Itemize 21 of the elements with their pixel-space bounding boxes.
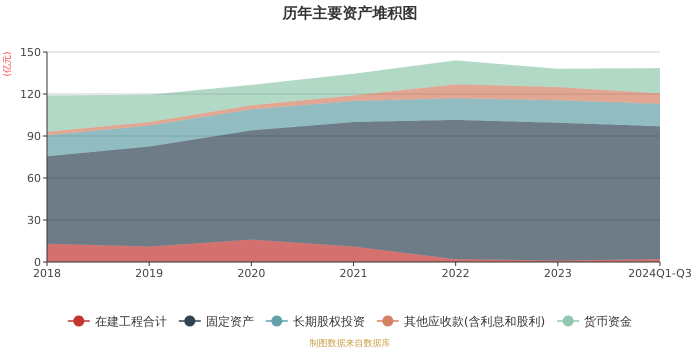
y-tick-label: 60: [27, 172, 41, 185]
y-tick-label: 90: [27, 130, 41, 143]
x-tick-label: 2020: [237, 267, 266, 280]
x-tick-label: 2019: [135, 267, 164, 280]
y-tick-label: 0: [34, 256, 41, 269]
chart-title: 历年主要资产堆积图: [282, 4, 418, 22]
legend-label: 固定资产: [206, 314, 254, 328]
text: 制图数据来自数据库: [310, 338, 390, 349]
y-tick-label: 120: [20, 88, 41, 101]
x-tick-label: 2024Q1-Q3: [628, 267, 692, 280]
y-tick-label: 150: [20, 46, 41, 59]
legend-label: 在建工程合计: [94, 314, 167, 328]
x-tick-label: 2022: [442, 267, 470, 280]
legend-label: 长期股权投资: [292, 314, 365, 328]
y-tick-label: 30: [27, 214, 41, 227]
x-tick-label: 2021: [340, 267, 368, 280]
x-tick-label: 2018: [33, 267, 61, 280]
x-tick-label: 2023: [544, 267, 572, 280]
legend-label: 其他应收款(含利息和股利): [404, 314, 546, 328]
legend-label: 货币资金: [584, 314, 632, 328]
y-axis-title: (亿元): [2, 51, 13, 77]
